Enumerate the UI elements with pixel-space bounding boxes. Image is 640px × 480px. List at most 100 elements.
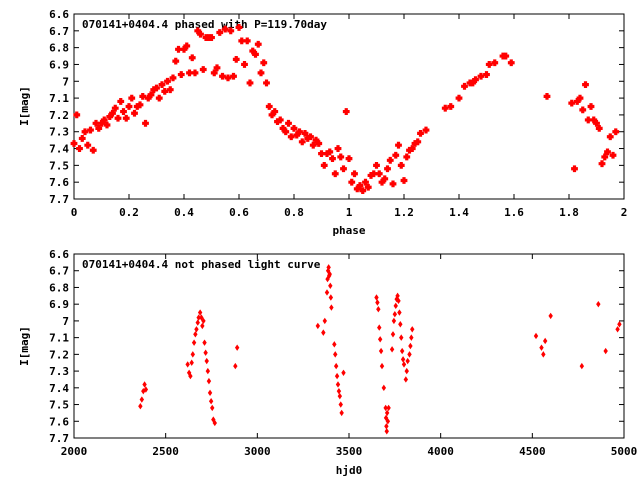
data-point: [232, 56, 240, 63]
data-point: [406, 146, 413, 154]
data-point: [612, 128, 620, 136]
y-tick-label: 7: [62, 75, 69, 88]
bottom-plot-title: 070141+0404.4 not phased light curve: [82, 258, 321, 271]
data-point: [224, 74, 232, 82]
data-point: [196, 314, 201, 321]
data-point: [403, 376, 409, 383]
data-point: [386, 404, 391, 412]
data-point: [447, 103, 455, 110]
data-point: [326, 264, 331, 271]
data-point: [318, 150, 325, 157]
data-point: [158, 81, 166, 89]
data-point: [100, 116, 108, 124]
data-point: [333, 362, 339, 370]
x-tick-label: 2500: [152, 445, 179, 458]
data-point: [400, 356, 406, 363]
data-point: [596, 300, 601, 308]
data-point: [241, 61, 248, 68]
data-point: [212, 419, 217, 427]
data-point: [336, 387, 342, 395]
data-point: [341, 369, 346, 376]
data-point: [328, 294, 334, 301]
data-point: [345, 155, 353, 163]
data-point: [197, 30, 204, 38]
data-point: [111, 104, 119, 112]
data-point: [324, 289, 330, 296]
y-tick-label: 7.5: [49, 159, 69, 172]
data-point: [407, 351, 412, 358]
data-point: [378, 347, 384, 355]
data-point: [268, 111, 276, 119]
data-point: [582, 81, 589, 89]
data-point: [329, 304, 334, 311]
y-tick-label: 7.5: [49, 399, 69, 412]
data-point: [138, 403, 143, 410]
data-point: [81, 128, 89, 136]
data-point: [411, 140, 419, 147]
data-point: [374, 294, 379, 301]
data-point: [84, 141, 92, 149]
y-tick-label: 7.1: [49, 332, 69, 345]
data-point: [399, 347, 405, 355]
y-tick-label: 6.7: [49, 265, 69, 278]
y-tick-label: 7: [62, 315, 69, 328]
x-tick-label: 1.6: [504, 206, 524, 219]
data-point: [315, 140, 323, 147]
y-tick-label: 6.6: [49, 248, 69, 261]
data-point: [227, 27, 235, 35]
data-point: [334, 145, 342, 152]
x-tick-label: 0.2: [119, 206, 139, 219]
data-point: [95, 124, 103, 132]
data-point: [117, 98, 125, 105]
data-point: [381, 384, 387, 392]
x-tick-label: 0.8: [284, 206, 304, 219]
data-point: [234, 344, 240, 351]
x-tick-label: 5000: [611, 445, 638, 458]
data-point: [384, 165, 391, 173]
data-point: [393, 302, 398, 310]
data-point: [603, 347, 608, 355]
data-point: [243, 37, 251, 45]
data-point: [356, 182, 364, 189]
data-point: [221, 25, 229, 33]
y-tick-label: 7.7: [49, 193, 69, 206]
data-point: [359, 187, 367, 194]
data-point: [307, 133, 314, 141]
data-point: [106, 113, 114, 120]
data-point: [408, 342, 413, 350]
data-point: [329, 155, 336, 163]
data-point: [579, 106, 587, 114]
data-point: [78, 135, 86, 142]
data-point: [417, 130, 424, 137]
data-point: [194, 27, 202, 35]
data-point: [390, 331, 396, 338]
data-point: [188, 372, 193, 380]
data-point: [353, 185, 361, 193]
y-tick-label: 7.3: [49, 365, 69, 378]
data-point: [249, 47, 257, 55]
y-tick-label: 7.7: [49, 432, 69, 445]
data-point: [172, 57, 180, 65]
x-tick-label: 0.4: [174, 206, 194, 219]
bottom-x-axis-label: hjd0: [336, 464, 363, 477]
data-point: [405, 357, 410, 365]
x-tick-label: 2000: [61, 445, 88, 458]
data-point: [128, 94, 136, 102]
data-point: [265, 103, 273, 110]
y-tick-label: 6.8: [49, 42, 69, 55]
data-point: [587, 103, 595, 110]
data-point: [389, 180, 397, 188]
x-tick-label: 3000: [244, 445, 271, 458]
data-point: [114, 114, 122, 122]
data-point: [290, 124, 298, 132]
data-point: [367, 172, 375, 179]
data-point: [92, 119, 100, 127]
data-point: [203, 349, 208, 356]
data-point: [213, 64, 221, 72]
data-point: [399, 334, 404, 341]
data-point: [323, 150, 331, 157]
data-point: [397, 309, 402, 316]
data-point: [398, 321, 403, 328]
data-point: [204, 357, 209, 365]
data-point: [131, 109, 138, 117]
